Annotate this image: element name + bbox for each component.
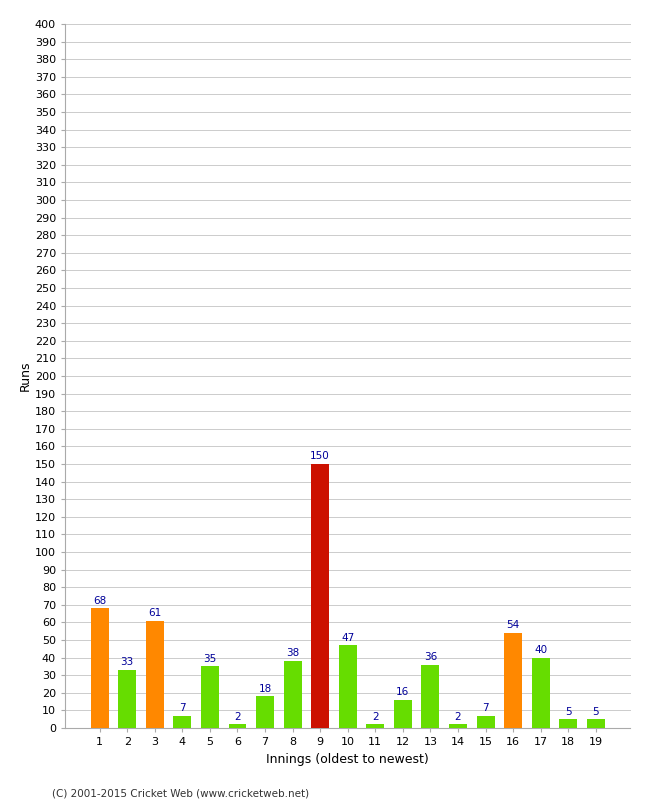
Bar [146,621,164,728]
Text: 68: 68 [93,596,107,606]
Bar [339,646,357,728]
Bar [559,719,577,728]
Bar [421,665,439,728]
Text: 7: 7 [179,703,186,713]
Text: 36: 36 [424,652,437,662]
Bar [476,716,495,728]
Bar [91,608,109,728]
Text: 40: 40 [534,645,547,655]
Bar [201,666,219,728]
Text: 2: 2 [372,712,379,722]
Bar [229,725,246,728]
Text: 5: 5 [565,706,571,717]
Text: 18: 18 [259,684,272,694]
Bar [118,670,136,728]
Text: 7: 7 [482,703,489,713]
Bar [532,658,550,728]
Bar [587,719,605,728]
Text: 61: 61 [148,608,161,618]
Bar [311,464,329,728]
Text: 2: 2 [234,712,240,722]
Text: 33: 33 [121,658,134,667]
Text: 47: 47 [341,633,354,642]
Text: 35: 35 [203,654,216,664]
X-axis label: Innings (oldest to newest): Innings (oldest to newest) [266,753,429,766]
Y-axis label: Runs: Runs [19,361,32,391]
Bar [283,661,302,728]
Text: 16: 16 [396,687,410,698]
Bar [449,725,467,728]
Text: 54: 54 [506,620,520,630]
Text: 2: 2 [455,712,461,722]
Text: 150: 150 [310,451,330,462]
Text: 5: 5 [593,706,599,717]
Text: 38: 38 [286,649,299,658]
Bar [504,633,522,728]
Bar [394,700,412,728]
Text: (C) 2001-2015 Cricket Web (www.cricketweb.net): (C) 2001-2015 Cricket Web (www.cricketwe… [52,788,309,798]
Bar [367,725,384,728]
Bar [174,716,191,728]
Bar [256,696,274,728]
